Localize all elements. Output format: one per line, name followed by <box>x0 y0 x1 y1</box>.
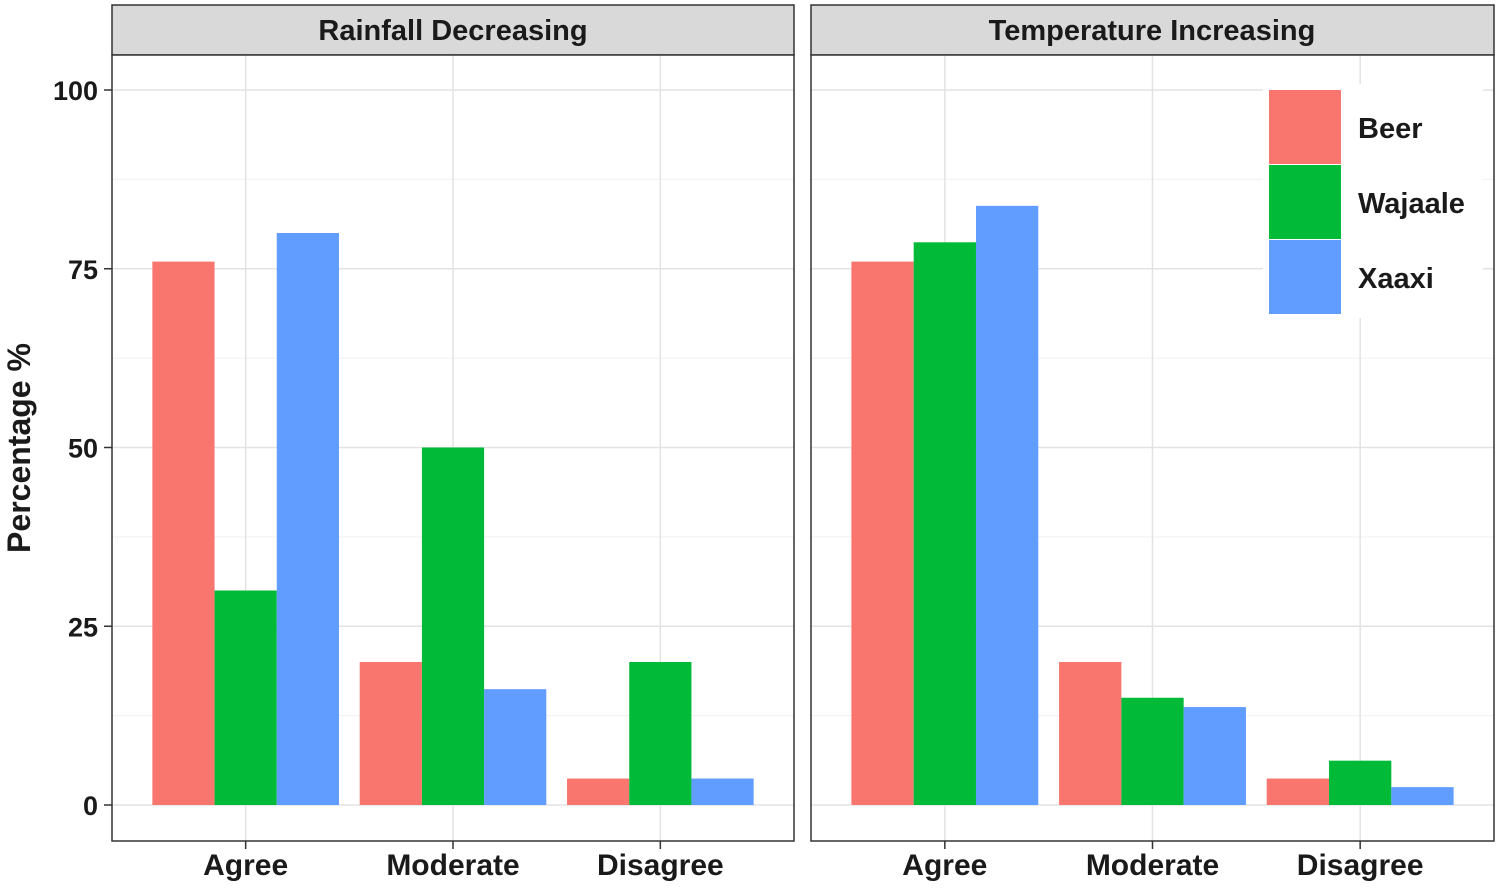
bar-xaaxi-moderate <box>484 689 547 805</box>
y-tick-label: 75 <box>68 255 98 285</box>
bars <box>851 205 1454 806</box>
x-axis: Agree Moderate Disagree <box>203 841 724 882</box>
bar-beer-agree <box>152 261 215 806</box>
bar-xaaxi-moderate <box>1183 707 1246 805</box>
x-tick-label: Disagree <box>1297 849 1424 882</box>
y-axis: 0 25 50 75 100 <box>53 76 112 821</box>
y-tick-label: 25 <box>68 612 98 642</box>
bar-beer-disagree <box>567 778 630 805</box>
legend-label: Xaaxi <box>1358 263 1434 295</box>
bar-beer-moderate <box>359 662 422 805</box>
legend-label: Beer <box>1358 113 1423 145</box>
bars <box>152 233 754 806</box>
legend-key-wajaale <box>1269 165 1341 239</box>
legend-key-beer <box>1269 90 1341 164</box>
x-axis: Agree Moderate Disagree <box>902 841 1424 882</box>
bar-wajaale-moderate <box>1121 697 1184 805</box>
x-tick-label: Agree <box>902 849 987 882</box>
strip-background <box>810 4 1495 56</box>
legend: Beer Wajaale Xaaxi <box>1263 84 1483 318</box>
bar-xaaxi-disagree <box>1391 787 1454 805</box>
bar-wajaale-moderate <box>421 447 485 805</box>
bar-xaaxi-agree <box>276 233 339 805</box>
bar-wajaale-agree <box>913 242 976 806</box>
bar-wajaale-agree <box>214 590 277 805</box>
x-tick-label: Disagree <box>597 849 724 882</box>
x-tick-label: Moderate <box>386 849 519 882</box>
y-tick-label: 50 <box>68 434 98 464</box>
bar-beer-disagree <box>1266 778 1330 805</box>
bar-xaaxi-agree <box>975 205 1039 805</box>
bar-beer-agree <box>851 261 914 806</box>
x-tick-label: Agree <box>203 849 288 882</box>
panel-title: Temperature Increasing <box>989 15 1316 47</box>
bar-wajaale-disagree <box>1329 760 1392 805</box>
y-axis-title: Percentage % <box>1 343 37 553</box>
bar-xaaxi-disagree <box>691 778 754 805</box>
bar-wajaale-disagree <box>629 662 692 805</box>
y-tick-label: 0 <box>83 791 98 821</box>
legend-key-xaaxi <box>1269 240 1341 314</box>
panel-rainfall-decreasing: Rainfall Decreasing Agree Moderate Disagre… <box>111 4 795 882</box>
y-tick-label: 100 <box>53 76 98 106</box>
x-tick-label: Moderate <box>1086 849 1219 882</box>
bar-beer-moderate <box>1059 662 1122 805</box>
panel-title: Rainfall Decreasing <box>318 15 587 47</box>
legend-label: Wajaale <box>1358 188 1465 220</box>
strip-background <box>111 4 795 56</box>
